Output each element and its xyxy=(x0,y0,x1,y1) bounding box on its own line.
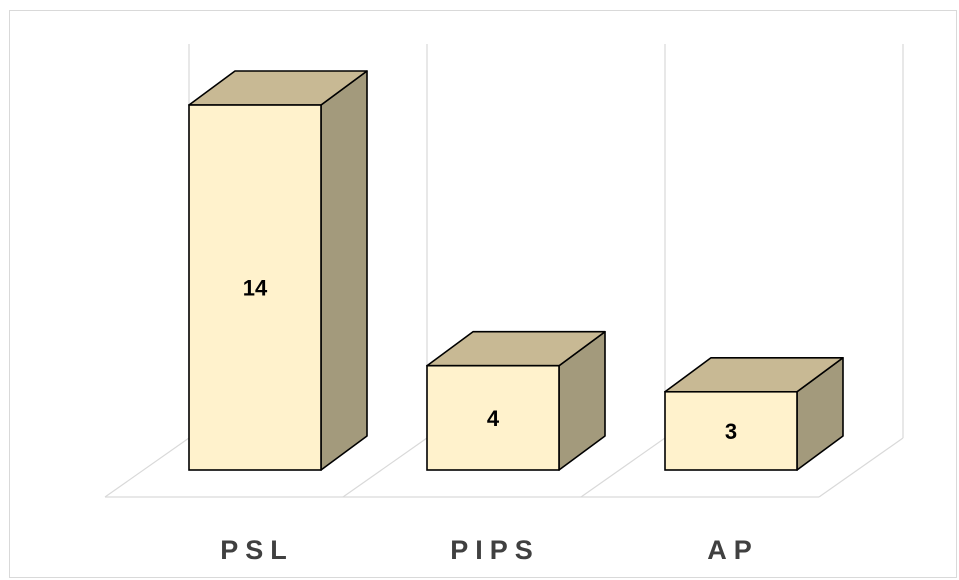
category-label: AP xyxy=(707,535,759,565)
chart-labels: 14 PSL 4 PIPS 3 AP xyxy=(220,276,759,566)
data-label: 14 xyxy=(243,276,268,301)
bar-psl xyxy=(188,70,368,471)
bar-side-face xyxy=(320,70,368,471)
category-label: PSL xyxy=(220,535,294,565)
bar-pips xyxy=(426,330,606,471)
data-label: 3 xyxy=(725,419,737,444)
bar-front-face xyxy=(188,104,322,471)
floor-divider xyxy=(580,437,666,498)
bar-front-face xyxy=(426,364,560,471)
bar-ap xyxy=(664,356,844,471)
floor-divider xyxy=(104,437,190,498)
floor-divider xyxy=(342,437,428,498)
bar-front-face xyxy=(664,390,798,471)
chart-bars xyxy=(188,70,844,471)
category-label: PIPS xyxy=(450,535,540,565)
chart-frame xyxy=(9,10,957,578)
floor-divider xyxy=(818,437,904,498)
data-label: 4 xyxy=(487,406,500,431)
